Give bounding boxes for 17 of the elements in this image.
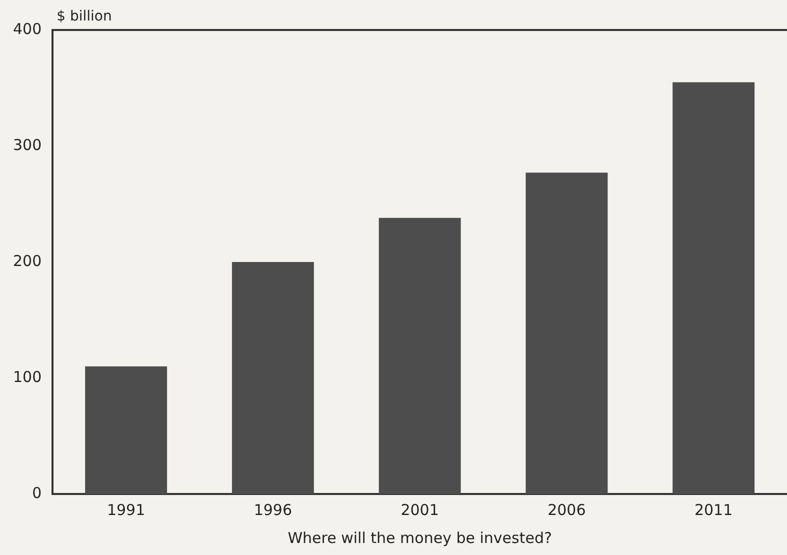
- x-tick-label: 2011: [694, 500, 733, 519]
- x-tick-label: 2006: [548, 500, 586, 519]
- x-tick-label: 1991: [106, 500, 146, 519]
- x-tick-label: 2001: [400, 500, 439, 519]
- bar: [378, 218, 461, 494]
- y-axis-title: $ billion: [56, 8, 112, 25]
- bar: [672, 82, 755, 494]
- bar: [85, 366, 168, 494]
- bar: [232, 262, 314, 494]
- y-tick-label: 100: [12, 368, 42, 386]
- bar: [526, 172, 608, 494]
- y-tick-label: 400: [12, 20, 42, 38]
- x-tick-label: 1996: [254, 500, 292, 519]
- y-tick-label: 300: [12, 136, 42, 154]
- y-tick-label: 200: [12, 252, 42, 270]
- x-axis-title: Where will the money be invested?: [288, 528, 552, 547]
- y-tick-label: 0: [32, 484, 42, 502]
